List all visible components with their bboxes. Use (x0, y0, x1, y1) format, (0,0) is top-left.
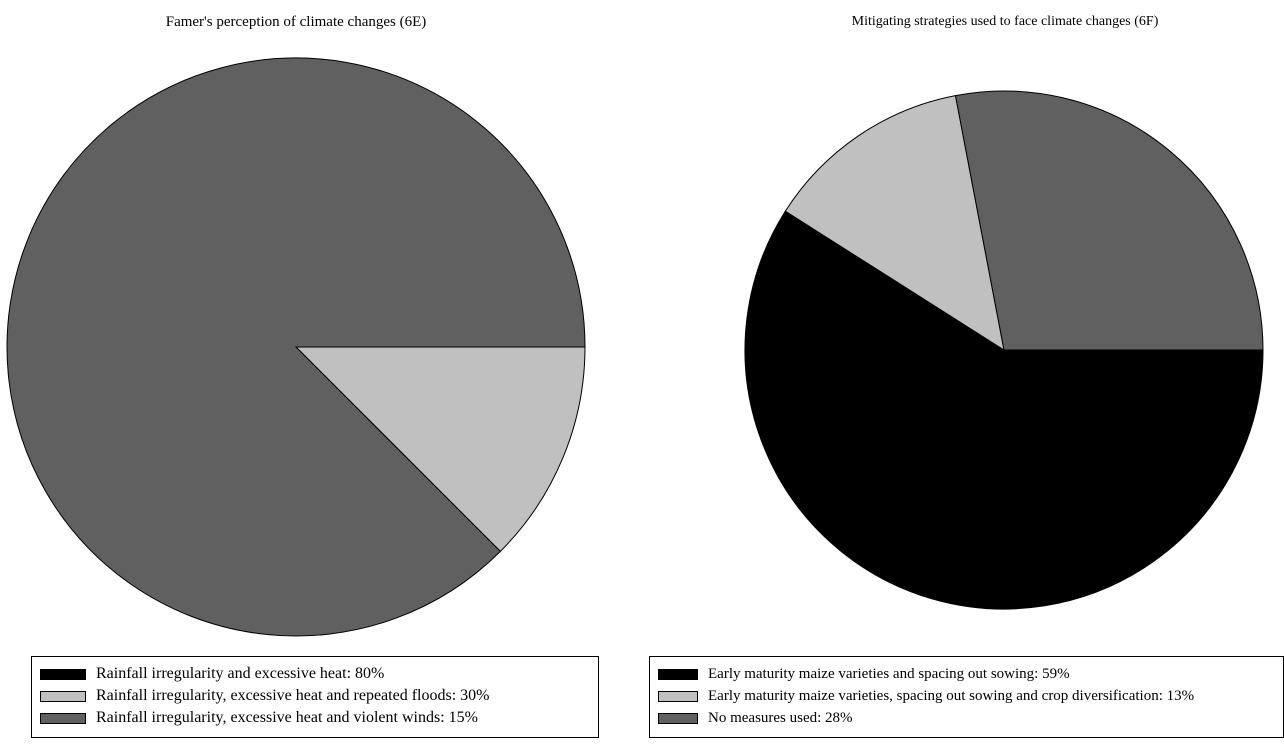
pie-slice-left-1 (294, 346, 586, 553)
chart-title-right: Mitigating strategies used to face clima… (851, 14, 1159, 29)
legend-swatch (40, 668, 86, 680)
legend-item: Rainfall irregularity, excessive heat an… (40, 685, 598, 707)
pie-slice-left-2 (6, 57, 586, 637)
legend-label: No measures used: 28% (708, 709, 853, 726)
legend-label: Rainfall irregularity and excessive heat… (96, 665, 385, 682)
legend-item: Rainfall irregularity, excessive heat an… (40, 707, 598, 729)
legend-item: Early maturity maize varieties, spacing … (658, 685, 1283, 707)
legend-item: No measures used: 28% (658, 707, 1283, 729)
legend-item: Early maturity maize varieties and spaci… (658, 663, 1283, 685)
pie-slice-right-0 (744, 210, 1264, 610)
legend-label: Rainfall irregularity, excessive heat an… (96, 709, 478, 726)
pie-slice-right-2 (954, 90, 1264, 351)
legend-swatch (40, 712, 86, 724)
chart-title-left: Famer's perception of climate changes (6… (165, 14, 427, 30)
legend-label: Early maturity maize varieties and spaci… (708, 665, 1070, 682)
pie-slice-right-1 (784, 95, 1005, 352)
legend-swatch (658, 690, 698, 702)
legend-swatch (658, 712, 698, 724)
legend-label: Rainfall irregularity, excessive heat an… (96, 687, 490, 704)
legend-swatch (40, 690, 86, 702)
legend-right: Early maturity maize varieties and spaci… (649, 656, 1284, 738)
legend-swatch (658, 668, 698, 680)
legend-label: Early maturity maize varieties, spacing … (708, 687, 1195, 704)
legend-left: Rainfall irregularity and excessive heat… (31, 656, 599, 738)
legend-item: Rainfall irregularity and excessive heat… (40, 663, 598, 685)
